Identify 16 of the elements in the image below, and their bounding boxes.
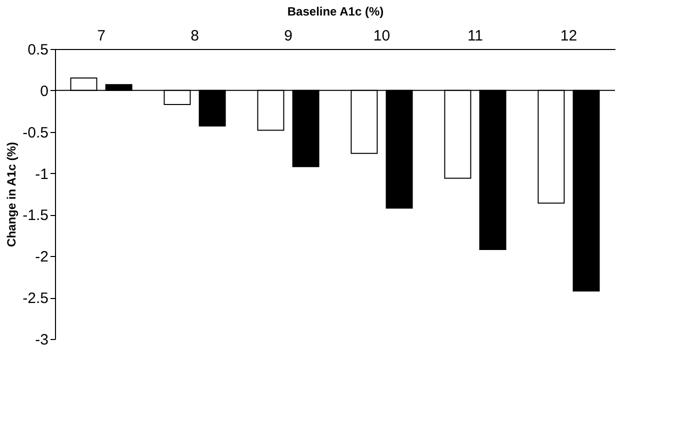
y-tick-label: 0 <box>40 82 48 100</box>
x-axis-title: Baseline A1c (%) <box>287 4 384 18</box>
y-tick-label: -1.5 <box>22 207 48 224</box>
x-tick-label: 12 <box>560 28 578 44</box>
x-tick-label: 11 <box>467 28 484 44</box>
y-tick-label: -3 <box>35 332 48 348</box>
y-tick-label: -1 <box>35 166 48 183</box>
y-tick-label: -2.5 <box>22 290 48 308</box>
y-tick-label: -2 <box>35 248 48 266</box>
x-tick-label: 10 <box>373 28 390 44</box>
x-tick-label: 7 <box>97 28 106 44</box>
y-tick-label: -0.5 <box>22 124 48 142</box>
x-tick-label: 9 <box>284 28 292 44</box>
y-tick-label: 0.5 <box>28 42 48 58</box>
y-axis-title: Change in A1c (%) <box>4 142 19 247</box>
x-tick-label: 8 <box>190 28 199 44</box>
